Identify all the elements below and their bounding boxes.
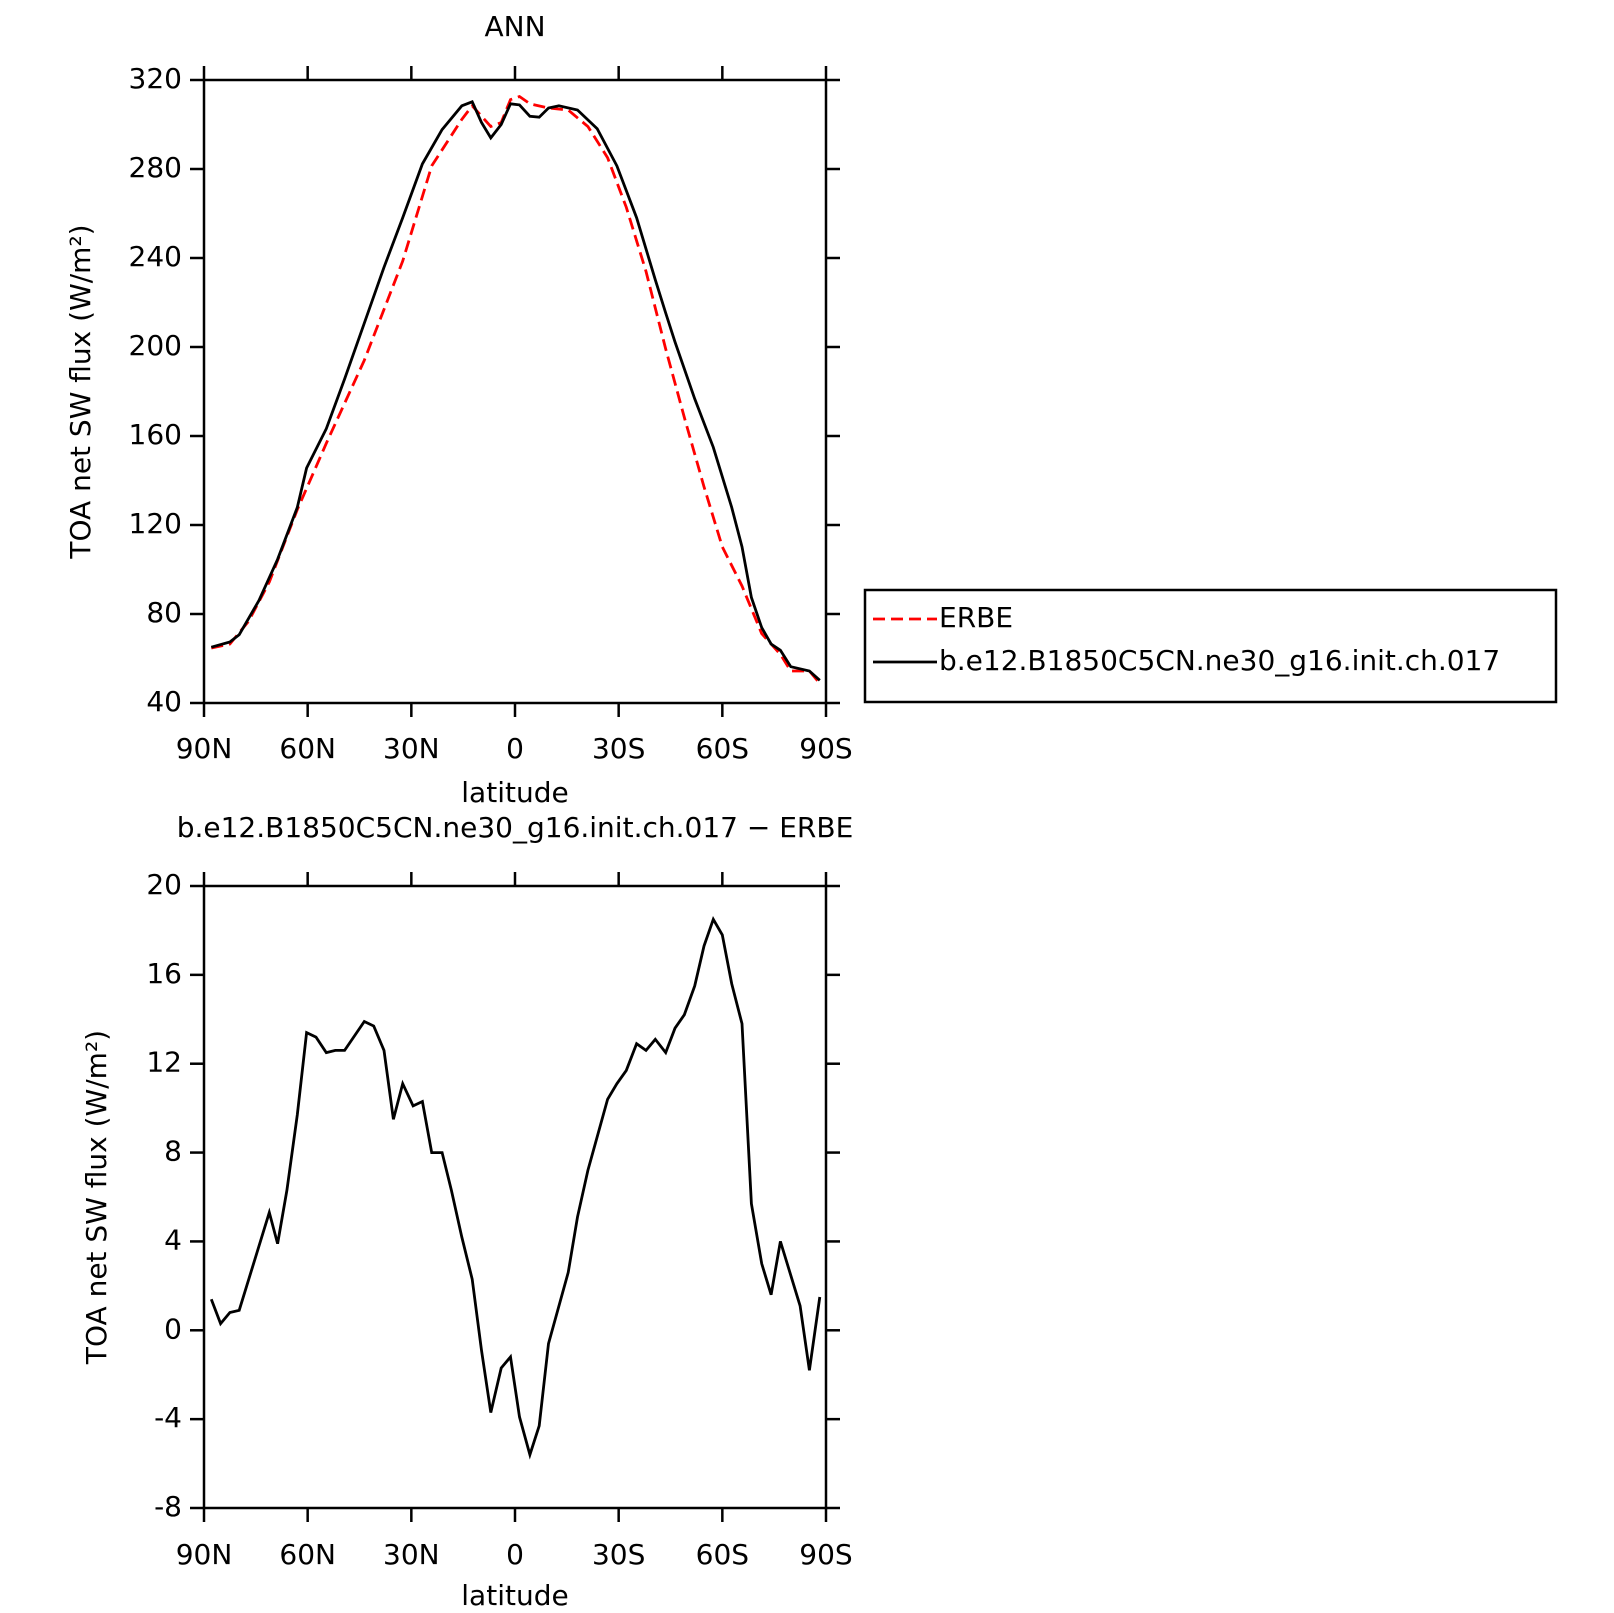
y-axis-label: TOA net SW flux (W/m²)	[80, 1030, 113, 1365]
y-tick-label: 12	[146, 1046, 182, 1079]
x-tick-label: 60N	[279, 1538, 336, 1571]
x-axis-label: latitude	[461, 1579, 568, 1612]
legend-box	[863, 588, 1558, 704]
x-tick-label: 30N	[383, 732, 440, 765]
y-tick-label: 20	[146, 868, 182, 901]
y-tick-label: 4	[164, 1223, 182, 1256]
x-tick-label: 90N	[176, 1538, 233, 1571]
x-tick-label: 30S	[592, 1538, 645, 1571]
y-tick-label: 160	[129, 418, 182, 451]
y-tick-label: 0	[164, 1312, 182, 1345]
series-line	[211, 94, 821, 685]
x-tick-label: 60S	[696, 1538, 749, 1571]
series-line	[210, 100, 821, 682]
chart-title: ANN	[484, 10, 545, 43]
y-tick-label: 240	[129, 240, 182, 273]
x-tick-label: 90N	[176, 732, 233, 765]
plot-frame	[202, 884, 828, 1510]
y-tick-label: 16	[146, 957, 182, 990]
x-tick-label: 0	[506, 732, 524, 765]
y-tick-label: 40	[146, 685, 182, 718]
y-tick-label: 80	[146, 596, 182, 629]
x-tick-label: 30N	[383, 1538, 440, 1571]
y-tick-label: -8	[154, 1490, 182, 1523]
legend-label: b.e12.B1850C5CN.ne30_g16.init.ch.017	[939, 644, 1500, 677]
x-tick-label: 90S	[799, 732, 852, 765]
x-axis-label: latitude	[461, 776, 568, 809]
y-tick-label: 280	[129, 151, 182, 184]
x-tick-label: 60S	[696, 732, 749, 765]
x-tick-label: 30S	[592, 732, 645, 765]
legend-label: ERBE	[939, 601, 1013, 634]
x-tick-label: 90S	[799, 1538, 852, 1571]
x-tick-label: 0	[506, 1538, 524, 1571]
chart-title: b.e12.B1850C5CN.ne30_g16.init.ch.017 − E…	[177, 811, 854, 844]
x-tick-label: 60N	[279, 732, 336, 765]
series-line	[209, 915, 822, 1460]
y-tick-label: 120	[129, 507, 182, 540]
y-tick-label: -4	[154, 1401, 182, 1434]
plot-frame	[202, 78, 828, 705]
y-tick-label: 200	[129, 329, 182, 362]
y-axis-label: TOA net SW flux (W/m²)	[64, 224, 97, 559]
y-tick-label: 8	[164, 1135, 182, 1168]
y-tick-label: 320	[129, 62, 182, 95]
